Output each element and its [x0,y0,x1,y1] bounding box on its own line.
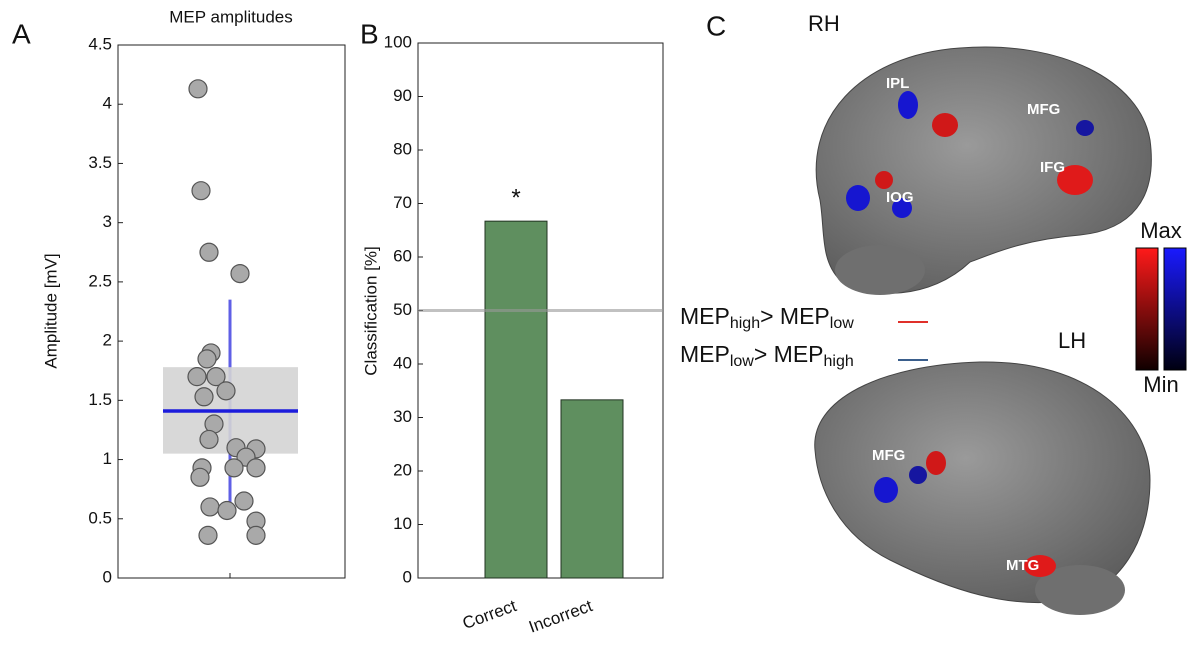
data-point [198,350,216,368]
y-tick-label: 70 [393,193,412,212]
legend-text: MEP [680,303,730,329]
region-label: IPL [886,75,909,92]
data-point [191,468,209,486]
y-tick-label: 4.5 [88,34,112,53]
y-tick-label: 2 [103,331,112,350]
data-point [235,492,253,510]
x-tick-label: Incorrect [526,596,595,637]
legend-text: low [830,315,854,332]
panel-letter: B [360,18,379,49]
legend-text: low [730,353,754,370]
y-tick-label: 40 [393,353,412,372]
blob [1076,120,1094,136]
panel-a: A MEP amplitudes Amplitude [mV] 0 0.5 1 1.5… [12,7,345,586]
legend-entry: MEPlow> MEPhigh [680,341,854,370]
hemisphere-label: LH [1058,328,1086,353]
data-point [199,526,217,544]
chart-title: MEP amplitudes [169,7,292,26]
cerebellum [835,245,925,295]
figure: A MEP amplitudes Amplitude [mV] 0 0.5 1 1.5… [0,0,1197,651]
data-point [192,182,210,200]
region-label: MFG [1027,101,1060,118]
data-point [247,459,265,477]
brain-lh [815,362,1150,603]
panel-letter: A [12,18,31,49]
panel-c: C RH IPL MFG IFG IOG LH MFG MTG Max Min … [680,10,1186,615]
y-tick-label: 30 [393,407,412,426]
y-tick-label: 100 [384,32,412,51]
y-tick-label: 2.5 [88,271,112,290]
data-point [217,382,235,400]
legend-text: high [730,315,760,332]
blob [846,185,870,211]
y-tick-label: 1.5 [88,390,112,409]
y-tick-label: 0 [403,567,412,586]
panel-letter: C [706,10,726,41]
blob [926,451,946,475]
region-label: IOG [886,189,914,206]
y-tick-label: 90 [393,86,412,105]
y-tick-label: 3.5 [88,153,112,172]
data-point [195,388,213,406]
x-tick-label: Correct [460,596,519,633]
y-tick-label: 20 [393,460,412,479]
legend-text: high [824,353,854,370]
blob [909,466,927,484]
data-point [188,368,206,386]
legend-entry: MEPhigh> MEPlow [680,303,854,332]
bar [485,221,547,578]
colorbar-blue [1164,248,1186,370]
y-tick-label: 0 [103,567,112,586]
region-label: IFG [1040,159,1065,176]
data-point [218,501,236,519]
blob [898,91,918,119]
scale-min: Min [1143,372,1178,397]
y-axis-label: Amplitude [mV] [41,253,60,368]
y-tick-label: 80 [393,139,412,158]
data-point [200,430,218,448]
data-point [189,80,207,98]
region-label: MFG [872,447,905,464]
blob [932,113,958,137]
scale-max: Max [1140,218,1182,243]
y-tick-label: 4 [103,94,112,113]
y-axis-label: Classification [%] [361,246,380,375]
data-point [200,243,218,261]
data-point [247,526,265,544]
region-label: MTG [1006,557,1039,574]
y-tick-label: 10 [393,514,412,533]
legend-text: MEP [680,341,730,367]
blob [875,171,893,189]
legend-text: > MEP [760,303,830,329]
y-tick-label: 50 [393,300,412,319]
y-tick-label: 0.5 [88,508,112,527]
y-tick-label: 1 [103,449,112,468]
y-tick-label: 3 [103,212,112,231]
colorbar-red [1136,248,1158,370]
y-tick-label: 60 [393,246,412,265]
legend-text: > MEP [754,341,824,367]
hemisphere-label: RH [808,11,840,36]
annotation: * [511,184,520,211]
data-point [201,498,219,516]
data-point [231,265,249,283]
data-point [225,459,243,477]
page: A MEP amplitudes Amplitude [mV] 0 0.5 1 1.5… [0,0,1197,651]
panel-b: B Classification [%] 0 10 20 30 40 50 60 70 80 90… [360,18,663,636]
bar [561,400,623,578]
blob [874,477,898,503]
